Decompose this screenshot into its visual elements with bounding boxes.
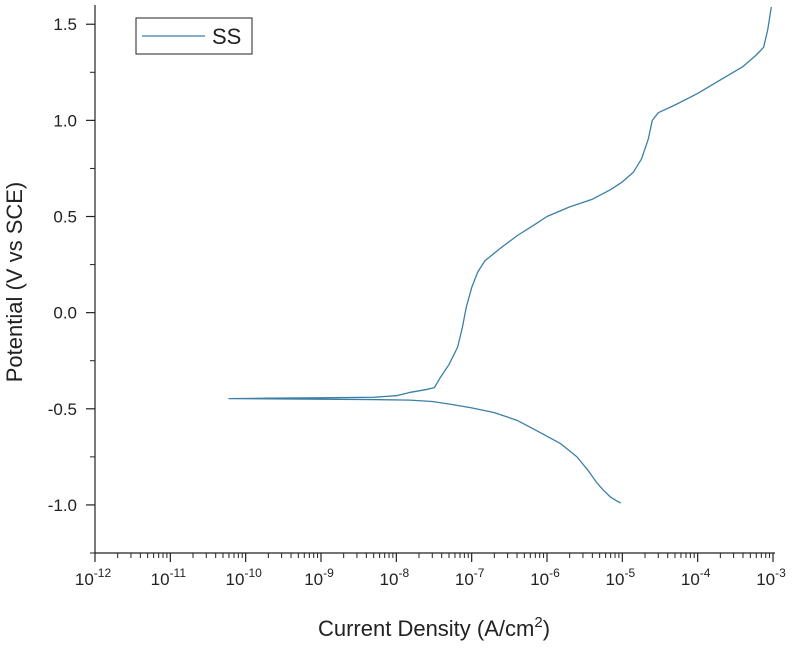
series-layer	[228, 6, 772, 504]
x-tick-label: 10-9	[304, 566, 334, 589]
y-tick-label: -1.0	[48, 496, 77, 515]
y-tick-label: 0.0	[53, 304, 77, 323]
axis-titles: Current Density (A/cm2) Potential (V vs S…	[2, 182, 550, 641]
y-tick-label: 1.5	[53, 15, 77, 34]
x-tick-label: 10-6	[530, 566, 560, 589]
y-axis-title: Potential (V vs SCE)	[2, 182, 27, 383]
legend-label: SS	[212, 24, 241, 49]
y-tick-label: 1.0	[53, 111, 77, 130]
x-tick-label: 10-5	[606, 566, 636, 589]
x-tick-label: 10-4	[681, 566, 711, 589]
plot-area	[94, 5, 775, 554]
y-tick-label: -0.5	[48, 400, 77, 419]
x-tick-label: 10-10	[226, 566, 263, 589]
x-tick-label: 10-3	[756, 566, 786, 589]
x-tick-label: 10-7	[455, 566, 485, 589]
y-tick-label: 0.5	[53, 208, 77, 227]
x-tick-label: 10-8	[380, 566, 410, 589]
axis-ticks	[86, 23, 774, 562]
tick-labels: 10-12 10-11 10-10 10-9 10-8 10-7 10-6 10-5 10-4 1…	[48, 15, 786, 589]
x-tick-label: 10-11	[151, 566, 187, 589]
series-line-ss	[228, 6, 772, 504]
x-axis-title: Current Density (A/cm2)	[318, 614, 550, 641]
legend: SS	[135, 17, 253, 55]
x-tick-label: 10-12	[75, 566, 112, 589]
